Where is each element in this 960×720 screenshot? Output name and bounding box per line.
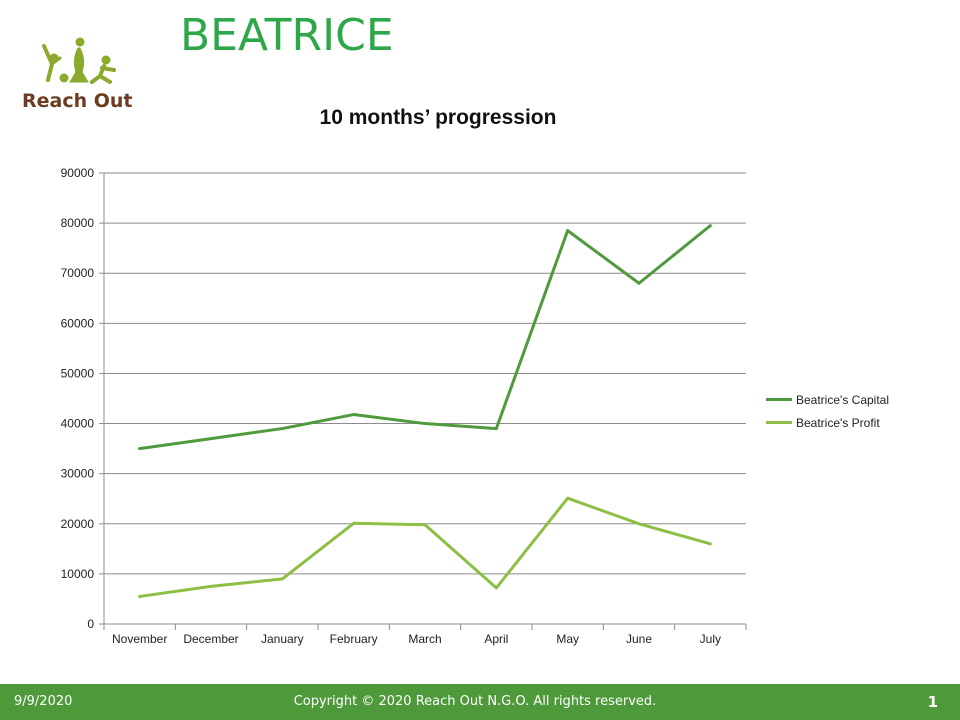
x-tick-label: November [112,632,167,646]
legend-item: Beatrice's Profit [766,411,889,434]
data-point [494,586,498,590]
legend-swatch [766,398,792,401]
y-tick-label: 40000 [61,417,95,431]
line-chart: 0 10000 20000 30000 40000 50000 60000 70000 8000… [61,166,747,646]
data-point [423,422,427,426]
data-point [352,521,356,525]
legend-swatch [766,421,792,424]
x-tick-label: February [330,632,378,646]
data-point [209,584,213,588]
x-tick-label: May [556,632,579,646]
data-point [708,542,712,546]
data-point [209,437,213,441]
logo-text: Reach Out [22,90,133,112]
y-tick-label: 10000 [61,567,95,581]
y-tick-label: 20000 [61,517,95,531]
data-point [494,427,498,431]
data-point [138,594,142,598]
x-tick-label: January [261,632,304,646]
footer-copyright: Copyright © 2020 Reach Out N.G.O. All ri… [293,694,657,709]
footer-date: 9/9/2020 [14,694,73,709]
x-tick-label: December [183,632,238,646]
data-point [708,224,712,228]
y-tick-label: 90000 [61,166,95,180]
page-number: 1 [927,693,938,711]
y-tick-label: 70000 [61,266,95,280]
chart-title: 10 months’ progression [319,106,557,129]
footer-bar: 9/9/2020 Copyright © 2020 Reach Out N.G.… [0,684,960,720]
data-point [280,577,284,581]
data-point [352,413,356,417]
data-point [566,496,570,500]
y-tick-label: 0 [87,617,94,631]
data-point [138,447,142,451]
y-tick-label: 80000 [61,216,95,230]
data-point [566,229,570,233]
slide-title: BEATRICE [180,10,394,61]
chart-legend: Beatrice's Capital Beatrice's Profit [766,388,889,434]
y-tick-label: 30000 [61,467,95,481]
reach-out-logo-icon [42,37,116,84]
series-line-1 [139,496,711,598]
x-tick-label: July [700,632,721,646]
data-point [280,427,284,431]
data-point [637,281,641,285]
legend-label: Beatrice's Capital [796,392,889,407]
data-point [423,523,427,527]
x-tick-label: April [484,632,508,646]
data-point [637,522,641,526]
x-tick-label: June [626,632,652,646]
x-tick-label: March [408,632,441,646]
y-tick-label: 50000 [61,366,95,380]
legend-label: Beatrice's Profit [796,415,880,430]
y-tick-label: 60000 [61,316,95,330]
series-line-0 [139,224,712,451]
legend-item: Beatrice's Capital [766,388,889,411]
